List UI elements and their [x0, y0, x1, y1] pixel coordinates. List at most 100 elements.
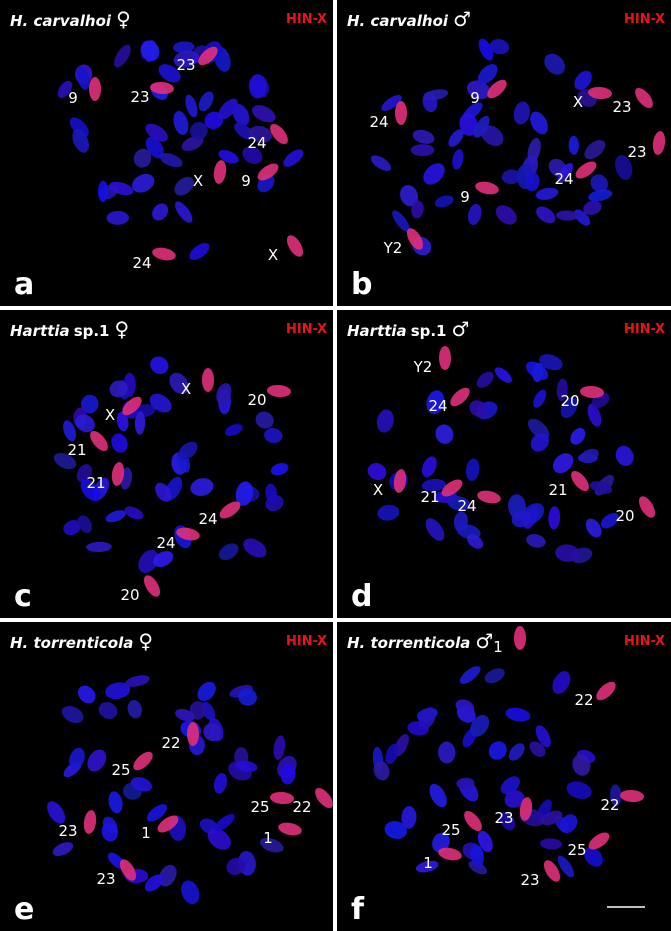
chromosome	[138, 549, 159, 573]
chromosome	[251, 105, 276, 123]
signal	[219, 501, 241, 519]
signal	[475, 181, 499, 195]
signal	[395, 101, 407, 125]
signal	[157, 815, 179, 833]
chromosome	[76, 67, 90, 90]
chromosome	[234, 122, 254, 140]
chromosome	[155, 482, 172, 502]
chromosome-label: X	[105, 406, 115, 424]
chromosome-label: 22	[161, 734, 180, 752]
chromosome	[235, 481, 254, 506]
chromosome-label: 21	[548, 481, 567, 499]
signal	[315, 787, 333, 809]
chromosome	[172, 41, 195, 53]
panel-title: H. carvalhoi ♂	[347, 7, 471, 31]
sex-symbol: ♀	[115, 317, 130, 341]
chromosome	[466, 80, 491, 100]
signal	[143, 575, 161, 597]
signal	[286, 235, 304, 257]
signal	[519, 797, 533, 821]
probe-label: HIN-X	[286, 12, 327, 27]
chromosome	[376, 409, 394, 433]
chromosome	[214, 773, 228, 794]
chromosome-label: 25	[250, 798, 269, 816]
signal	[588, 86, 612, 100]
chromosome	[216, 383, 232, 404]
chromosome	[114, 44, 131, 68]
panel-letter: b	[351, 267, 372, 302]
chromosome-label: 20	[615, 507, 634, 525]
signal	[257, 163, 279, 181]
chromosome	[149, 393, 172, 413]
panel: 1 22 22 25 23 25 1 23 H. torrenticola ♂ HIN-X f	[337, 622, 671, 931]
chromosome	[106, 210, 130, 225]
chromosome	[459, 666, 481, 684]
chromosome	[500, 812, 516, 831]
chromosome	[435, 424, 454, 444]
chromosome	[152, 203, 169, 221]
panel: 24 9 X 23 23 24 9 Y2 H. carvalhoi ♂ HIN-X b	[337, 0, 671, 306]
chromosome	[77, 685, 96, 704]
chromosome	[504, 790, 525, 808]
chromosome	[494, 367, 512, 383]
chromosome	[248, 125, 273, 143]
chromosome	[370, 155, 392, 171]
chromosome-label: Y2	[413, 358, 433, 376]
signal	[652, 131, 666, 155]
chromosome-label: 20	[560, 392, 579, 410]
chromosome	[385, 743, 399, 765]
signal	[150, 81, 174, 95]
chromosome	[513, 101, 530, 125]
chromosome	[189, 121, 208, 140]
chromosome	[108, 791, 123, 814]
chromosome	[501, 169, 521, 185]
chromosome	[529, 741, 546, 757]
signal	[152, 247, 176, 261]
chromosome-label: 23	[58, 822, 77, 840]
chromosome	[452, 149, 464, 170]
signal	[439, 346, 451, 370]
chromosome	[218, 543, 239, 561]
chromosome	[133, 148, 152, 168]
chromosome-label: 25	[441, 821, 460, 839]
chromosome	[109, 380, 128, 398]
chromosome	[544, 53, 565, 75]
chromosome	[77, 515, 93, 534]
chromosome	[484, 668, 505, 684]
signal	[571, 470, 589, 492]
chromosome	[264, 427, 283, 444]
chromosome	[589, 481, 613, 494]
signal	[487, 79, 507, 99]
chromosome	[63, 520, 81, 536]
chromosome	[540, 838, 563, 850]
signal	[580, 385, 604, 399]
chromosome	[235, 760, 258, 772]
chromosome-label: 9	[470, 89, 480, 107]
chromosome	[80, 479, 101, 502]
chromosome	[552, 453, 574, 474]
probe-label: HIN-X	[624, 322, 665, 337]
chromosome-label: X	[193, 172, 203, 190]
chromosome	[548, 506, 561, 530]
chromosome	[69, 117, 89, 137]
chromosome-label: Y2	[383, 239, 403, 257]
chromosome	[511, 510, 532, 528]
signal	[464, 810, 482, 832]
signal	[393, 469, 407, 493]
chromosome	[238, 688, 257, 706]
chromosome	[203, 723, 221, 742]
panel-background	[337, 310, 671, 618]
signal	[267, 384, 291, 398]
signal	[620, 789, 644, 803]
chromosome	[181, 135, 204, 151]
chromosome	[145, 136, 164, 159]
chromosome	[127, 700, 142, 719]
chromosome	[505, 707, 531, 722]
panel-letter: a	[14, 267, 34, 302]
species: Harttia	[347, 322, 407, 340]
chromosome	[384, 821, 407, 839]
chromosome	[481, 125, 504, 147]
chromosome	[421, 478, 446, 492]
species: H. carvalhoi	[347, 12, 449, 30]
chromosome	[175, 708, 195, 722]
